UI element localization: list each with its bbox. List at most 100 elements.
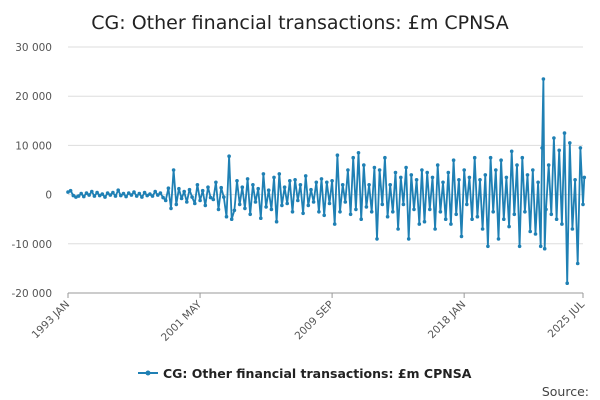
data-point: [248, 212, 252, 217]
data-point: [417, 222, 422, 226]
data-point: [198, 198, 202, 203]
data-point: [227, 154, 231, 158]
legend-label: CG: Other financial transactions: £m CPN…: [163, 366, 472, 381]
data-point: [443, 217, 448, 221]
data-point: [272, 175, 276, 180]
data-point: [412, 207, 416, 212]
data-point: [266, 188, 271, 192]
data-point: [533, 232, 538, 236]
data-point: [277, 172, 282, 176]
data-point: [372, 165, 377, 170]
data-point: [364, 205, 369, 209]
y-tick-label: -10 000: [11, 239, 52, 251]
source-label: Source:: [542, 384, 589, 399]
data-point: [285, 201, 290, 206]
data-point: [343, 200, 348, 204]
data-point: [496, 237, 501, 241]
data-point: [480, 227, 485, 231]
y-tick-label: -20 000: [11, 288, 52, 300]
data-point: [293, 178, 297, 182]
data-point: [499, 158, 503, 162]
x-tick-label: 1993 JAN: [30, 299, 72, 341]
data-point: [385, 214, 390, 219]
data-point: [438, 210, 443, 214]
data-point: [544, 207, 548, 212]
data-point: [552, 136, 556, 140]
data-point: [129, 193, 134, 197]
data-point: [451, 158, 456, 162]
data-point: [435, 163, 440, 167]
data-point: [391, 210, 395, 214]
data-point: [478, 178, 482, 182]
data-point: [222, 195, 226, 199]
data-point: [214, 180, 218, 185]
chart-title: CG: Other financial transactions: £m CPN…: [91, 12, 508, 34]
data-point: [280, 203, 284, 208]
data-point: [465, 202, 469, 207]
data-point: [467, 175, 472, 180]
data-point: [235, 179, 239, 183]
data-point: [327, 201, 332, 206]
data-point: [256, 186, 261, 191]
data-point: [193, 201, 197, 206]
data-point: [546, 163, 551, 167]
data-point: [401, 202, 406, 207]
data-point: [116, 188, 120, 192]
data-point: [573, 178, 577, 182]
data-point: [538, 244, 543, 249]
data-point: [195, 183, 200, 187]
y-tick-label: 30 000: [15, 42, 52, 54]
data-point: [232, 208, 237, 213]
data-point: [158, 191, 163, 195]
data-point: [92, 194, 97, 198]
data-point: [575, 261, 580, 266]
data-point: [84, 191, 89, 195]
data-point: [182, 189, 186, 194]
data-point: [483, 173, 488, 177]
data-point: [396, 227, 400, 231]
data-point: [245, 177, 250, 181]
data-point: [298, 183, 303, 187]
data-point: [520, 155, 525, 160]
data-point: [319, 177, 324, 181]
data-point: [216, 207, 221, 212]
data-point: [380, 202, 385, 207]
data-point: [240, 185, 245, 189]
data-point: [354, 207, 358, 212]
data-point: [124, 194, 128, 199]
data-point: [190, 195, 194, 199]
data-point: [119, 193, 123, 198]
y-tick-label: 10 000: [15, 140, 52, 152]
data-point: [111, 190, 115, 195]
data-point: [428, 207, 432, 212]
data-point: [134, 194, 139, 198]
data-point: [351, 155, 356, 160]
data-point: [187, 187, 192, 192]
data-point: [362, 163, 366, 167]
data-point: [206, 185, 210, 189]
x-tick-label: 2009 SEP: [293, 299, 337, 343]
data-point: [150, 194, 155, 198]
data-point: [562, 131, 567, 135]
data-point: [470, 217, 474, 221]
data-point: [433, 227, 437, 231]
data-point: [87, 193, 91, 197]
data-point: [502, 217, 506, 221]
data-point: [306, 203, 311, 208]
x-tick-label: 2018 JAN: [426, 299, 468, 341]
data-point: [523, 210, 527, 214]
data-point: [338, 210, 342, 214]
data-point: [185, 200, 189, 204]
data-point: [340, 183, 345, 187]
data-point: [132, 190, 136, 194]
data-point: [409, 173, 414, 177]
data-point: [541, 77, 546, 81]
data-point: [430, 175, 435, 180]
data-point: [377, 168, 382, 172]
x-axis: 1993 JAN 2001 MAY 2009 SEP 2018 JAN 2025 JUL: [30, 292, 587, 344]
data-point: [486, 244, 490, 249]
data-point: [488, 155, 493, 160]
data-point: [404, 165, 408, 170]
data-point: [74, 195, 78, 199]
